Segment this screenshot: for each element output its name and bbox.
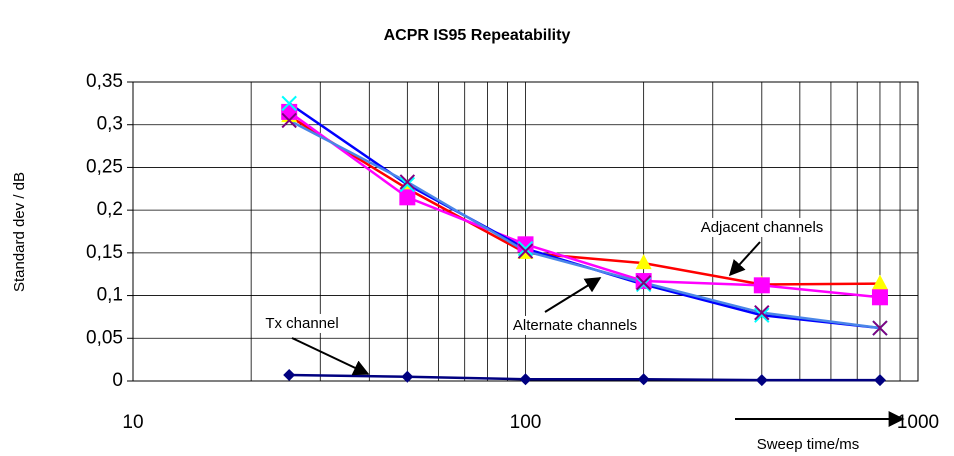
annotation-bg [262,313,342,333]
point [754,307,770,323]
annotation: Adjacent channels [701,219,824,236]
point [399,189,416,206]
point [281,103,298,120]
annotation-arrow [291,337,370,376]
x-axis-label: Sweep time/ms [757,436,860,453]
y-tick-label: 0,15 [86,242,123,263]
point [753,277,770,294]
point [754,304,770,321]
point [637,373,650,386]
y-tick-label: 0,05 [86,327,123,348]
point [281,112,297,129]
x-tick-label: 100 [510,412,542,433]
annotation-bg [509,315,641,335]
y-tick-label: 0,3 [97,114,123,135]
point [399,174,416,190]
y-axis-label: Standard dev / dB [11,172,28,292]
series-line [288,110,881,299]
y-tick-label: 0,25 [86,156,123,177]
y-tick-label: 0 [112,370,123,391]
annotation: Alternate channels [513,317,637,334]
chart-title: ACPR IS95 Repeatability [384,27,571,44]
point [635,275,652,291]
series-line [288,119,881,330]
series-line [288,115,880,286]
x-tick-label: 1000 [897,412,939,433]
annotation-arrow [728,241,761,277]
annotation-arrow [544,277,602,313]
y-tick-label: 0,2 [97,199,123,220]
point [517,243,534,259]
point [635,276,652,293]
y-tick-label: 0,35 [86,71,123,92]
point [401,370,414,383]
point [755,374,768,387]
series-line [288,102,881,330]
point [517,240,534,257]
point [872,320,888,336]
point [635,254,652,270]
point [635,273,652,290]
y-tick-label: 0,1 [97,285,123,306]
point [871,289,888,306]
series-line [289,373,880,382]
annotation-bg [697,217,827,237]
point [399,176,416,193]
point [873,374,886,387]
point [281,95,297,112]
point [871,274,888,290]
x-tick-label: 10 [122,412,143,433]
point [519,373,532,386]
annotation: Tx channel [265,315,338,332]
point [283,369,296,382]
